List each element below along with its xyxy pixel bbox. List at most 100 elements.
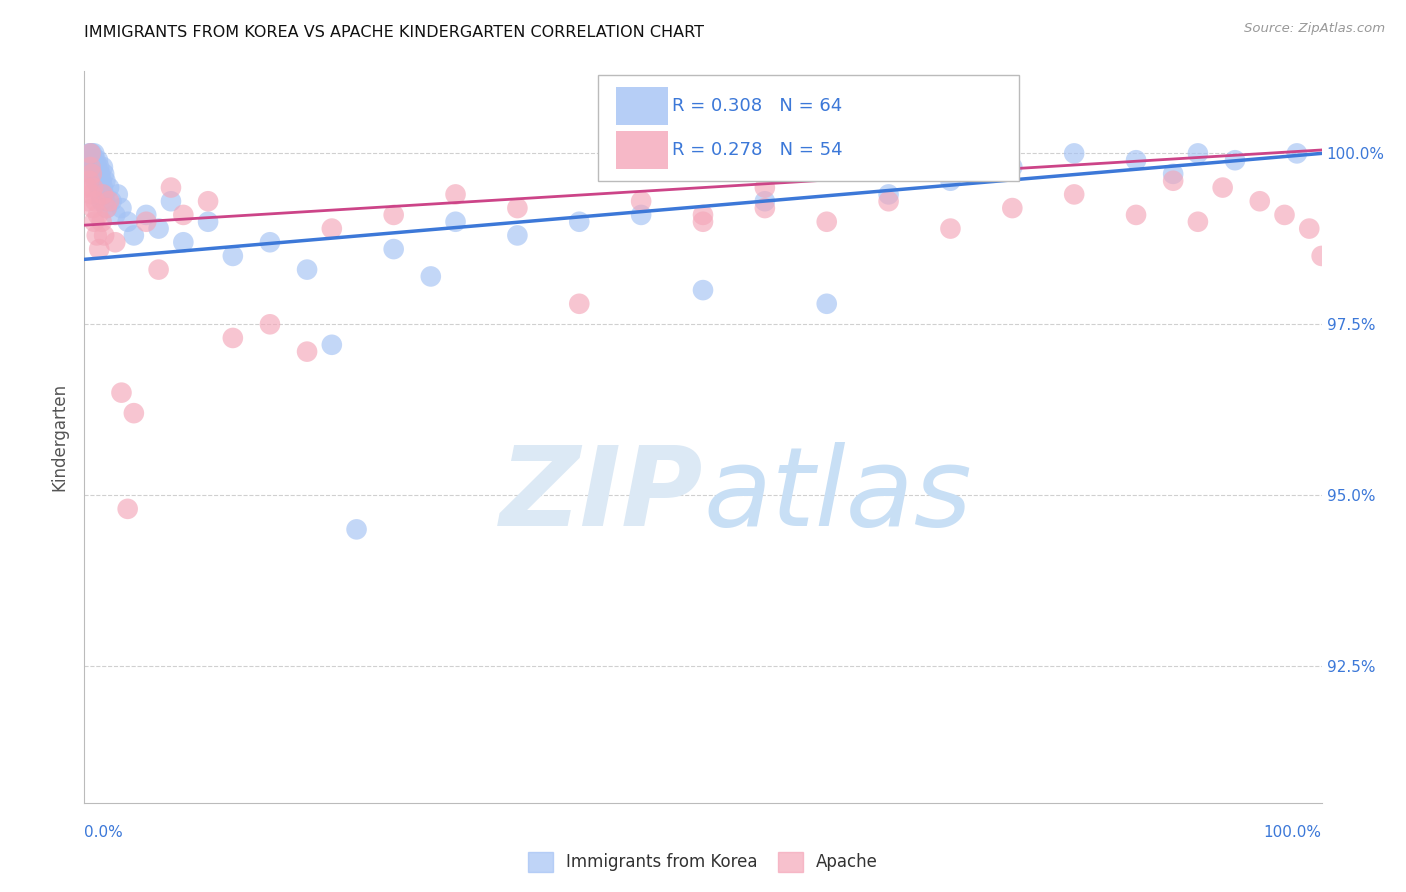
FancyBboxPatch shape [598, 75, 1018, 181]
Point [692, 215, 714, 229]
Point [79, 146, 101, 161]
Point [1187, 215, 1209, 229]
Point [86, 167, 108, 181]
Point [506, 201, 529, 215]
Point [444, 187, 467, 202]
Point [79, 153, 101, 168]
Point [90, 215, 112, 229]
Point [568, 297, 591, 311]
Point [93, 187, 115, 202]
Point [160, 180, 183, 194]
Point [197, 194, 219, 209]
Point [444, 215, 467, 229]
Point [222, 249, 245, 263]
Point [630, 194, 652, 209]
Text: R = 0.278   N = 54: R = 0.278 N = 54 [672, 141, 842, 159]
Point [84, 174, 107, 188]
Text: Source: ZipAtlas.com: Source: ZipAtlas.com [1244, 22, 1385, 36]
Point [93, 167, 115, 181]
Point [77, 194, 100, 209]
Point [815, 297, 838, 311]
Point [382, 242, 405, 256]
Point [172, 208, 194, 222]
Point [1274, 208, 1296, 222]
Point [1063, 187, 1085, 202]
Point [346, 522, 368, 536]
Point [86, 160, 108, 174]
Point [82, 167, 104, 181]
Point [110, 385, 132, 400]
Point [754, 201, 776, 215]
Point [939, 174, 962, 188]
Point [100, 194, 122, 209]
Point [80, 187, 103, 202]
Point [80, 146, 103, 161]
Point [87, 208, 110, 222]
Point [1161, 167, 1184, 181]
Y-axis label: Kindergarten: Kindergarten [51, 383, 69, 491]
Point [259, 318, 281, 332]
Point [89, 242, 111, 256]
Point [94, 194, 117, 209]
Point [148, 221, 170, 235]
Point [90, 174, 112, 188]
Point [89, 187, 111, 202]
Point [148, 262, 170, 277]
Point [1125, 208, 1147, 222]
Point [90, 194, 112, 209]
Point [110, 201, 132, 215]
Point [89, 160, 111, 174]
Point [122, 406, 145, 420]
FancyBboxPatch shape [616, 87, 668, 125]
Point [77, 160, 100, 174]
Point [135, 208, 157, 222]
Point [1125, 153, 1147, 168]
FancyBboxPatch shape [616, 131, 668, 169]
Text: 0.0%: 0.0% [84, 825, 124, 840]
Point [91, 187, 114, 202]
Point [1001, 201, 1024, 215]
Point [877, 194, 900, 209]
Point [82, 201, 104, 215]
Point [86, 228, 108, 243]
Text: 100.0%: 100.0% [1264, 825, 1322, 840]
Point [83, 215, 105, 229]
Point [122, 228, 145, 243]
Point [91, 160, 114, 174]
Point [321, 221, 343, 235]
Point [1249, 194, 1271, 209]
Point [259, 235, 281, 250]
Point [117, 215, 139, 229]
Point [222, 331, 245, 345]
Point [135, 215, 157, 229]
Legend: Immigrants from Korea, Apache: Immigrants from Korea, Apache [522, 845, 884, 879]
Point [1310, 249, 1333, 263]
Point [197, 215, 219, 229]
Point [172, 235, 194, 250]
Point [76, 180, 98, 194]
Point [382, 208, 405, 222]
Point [87, 174, 110, 188]
Point [79, 146, 101, 161]
Point [568, 215, 591, 229]
Point [83, 146, 105, 161]
Point [98, 180, 121, 194]
Point [295, 344, 318, 359]
Point [104, 208, 127, 222]
Point [754, 180, 776, 194]
Point [79, 174, 101, 188]
Point [83, 160, 105, 174]
Point [506, 228, 529, 243]
Point [82, 180, 104, 194]
Point [104, 235, 127, 250]
Point [107, 187, 129, 202]
Point [84, 153, 107, 168]
Point [939, 221, 962, 235]
Point [692, 283, 714, 297]
Point [93, 228, 115, 243]
Point [79, 146, 101, 161]
Point [98, 194, 121, 209]
Point [1212, 180, 1234, 194]
Point [82, 153, 104, 168]
Point [1298, 221, 1320, 235]
